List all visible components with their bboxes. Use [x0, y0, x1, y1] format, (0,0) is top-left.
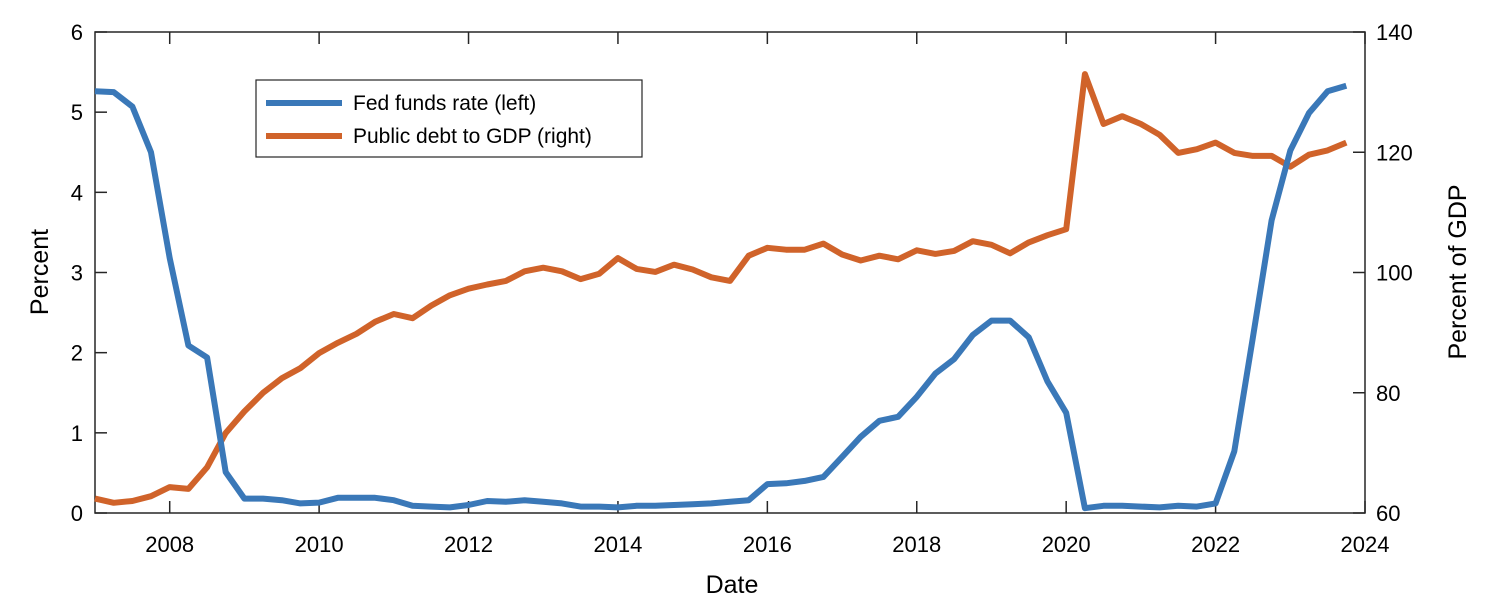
y-left-tick-label: 6	[71, 20, 83, 45]
y-left-axis-ticks: 0 1 2 3 4 5 6	[71, 20, 107, 526]
y-left-tick-label: 5	[71, 100, 83, 125]
y-left-axis-label: Percent	[26, 229, 54, 315]
legend-label-public-debt: Public debt to GDP (right)	[353, 125, 592, 148]
x-tick-label: 2024	[1341, 532, 1390, 557]
x-axis-label: Date	[706, 571, 759, 599]
x-tick-label: 2008	[145, 532, 194, 557]
x-tick-label: 2010	[295, 532, 344, 557]
y-right-tick-label: 140	[1376, 20, 1413, 45]
y-left-tick-label: 2	[71, 341, 83, 366]
y-right-axis-label: Percent of GDP	[1444, 184, 1472, 359]
legend-box	[255, 79, 643, 158]
series-line-fed-funds-rate	[94, 82, 1348, 512]
x-tick-label: 2018	[892, 532, 941, 557]
series-lines	[94, 71, 1348, 512]
x-tick-label: 2016	[743, 532, 792, 557]
legend: Fed funds rate (left) Public debt to GDP…	[255, 79, 643, 158]
x-tick-label: 2020	[1042, 532, 1091, 557]
y-right-tick-label: 120	[1376, 140, 1413, 165]
x-axis-ticks: 2008 2010 2012 2014 2016 2018 2020 2022 2024	[145, 32, 1389, 557]
y-left-tick-label: 3	[71, 261, 83, 286]
y-right-tick-label: 100	[1376, 261, 1413, 286]
y-left-tick-label: 4	[71, 180, 83, 205]
series-line-public-debt-to-gdp	[94, 71, 1348, 506]
y-right-tick-label: 80	[1376, 381, 1400, 406]
y-right-axis-ticks: 60 80 100 120 140	[1353, 20, 1413, 526]
x-tick-label: 2012	[444, 532, 493, 557]
legend-label-fed-funds: Fed funds rate (left)	[353, 92, 536, 115]
y-right-tick-label: 60	[1376, 501, 1400, 526]
y-left-tick-label: 0	[71, 501, 83, 526]
y-left-tick-label: 1	[71, 421, 83, 446]
x-tick-label: 2022	[1191, 532, 1240, 557]
x-tick-label: 2014	[593, 532, 642, 557]
